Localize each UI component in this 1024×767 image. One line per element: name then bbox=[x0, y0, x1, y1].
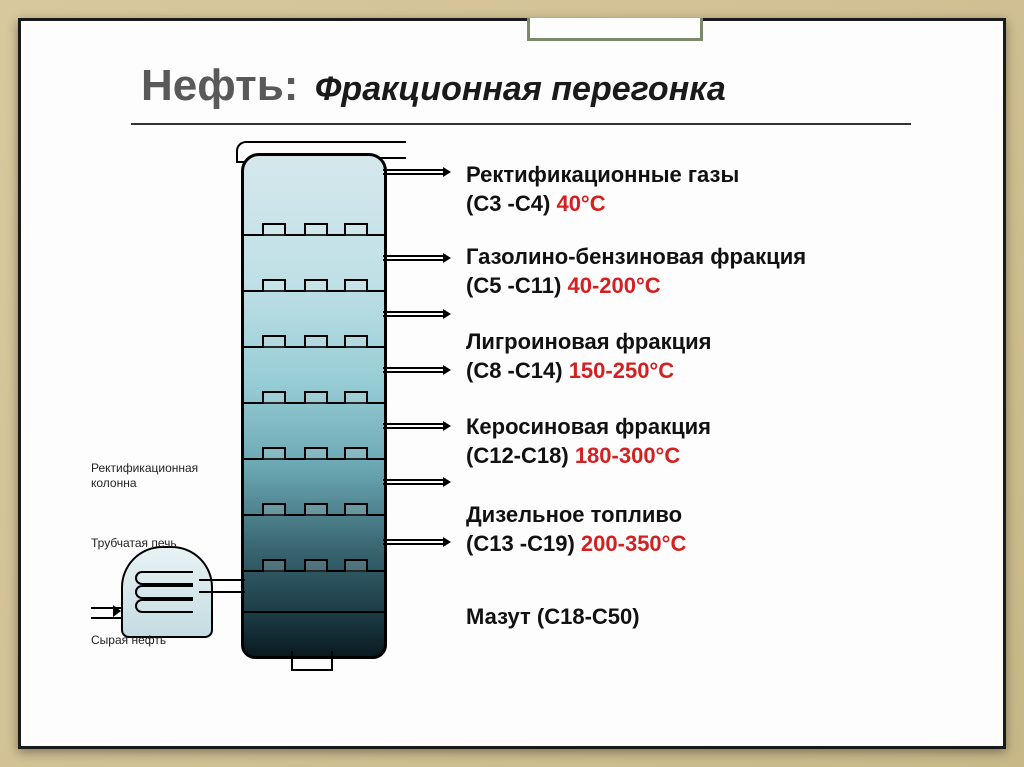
fraction-entry: Лигроиновая фракция(C8 -C14) 150-250°C bbox=[466, 328, 712, 385]
fraction-entry: Газолино-бензиновая фракция(C5 -C11) 40-… bbox=[466, 243, 806, 300]
bubble-cap bbox=[262, 559, 286, 572]
bubble-cap bbox=[344, 335, 368, 348]
outlet-arrow-icon bbox=[443, 167, 451, 177]
bubble-cap bbox=[262, 223, 286, 236]
bubble-cap bbox=[304, 279, 328, 292]
column-tray bbox=[244, 611, 384, 613]
bubble-cap bbox=[344, 279, 368, 292]
outlet-arrow-icon bbox=[443, 537, 451, 547]
fraction-carbon-range: (C13 -C19) bbox=[466, 531, 581, 556]
title-row: Нефть: Фракционная перегонка bbox=[141, 61, 726, 111]
fraction-carbon-range: (C12-C18) bbox=[466, 443, 575, 468]
outlet-arrow-icon bbox=[443, 253, 451, 263]
fraction-entry: Мазут (C18-C50) bbox=[466, 603, 640, 632]
side-outlet-pipe bbox=[383, 259, 443, 261]
bubble-cap bbox=[262, 391, 286, 404]
side-outlet-pipe bbox=[383, 483, 443, 485]
fraction-entry: Дизельное топливо(C13 -C19) 200-350°C bbox=[466, 501, 686, 558]
bubble-cap bbox=[344, 447, 368, 460]
bubble-cap bbox=[344, 559, 368, 572]
bubble-cap bbox=[344, 223, 368, 236]
fraction-temperature: 40-200°C bbox=[567, 273, 660, 298]
bubble-cap bbox=[304, 559, 328, 572]
slide-inner: Нефть: Фракционная перегонка Ректификаци… bbox=[18, 18, 1006, 749]
bubble-cap bbox=[344, 391, 368, 404]
fraction-carbon-range: (C5 -C11) bbox=[466, 273, 567, 298]
fraction-entry: Керосиновая фракция(C12-C18) 180-300°C bbox=[466, 413, 711, 470]
bubble-cap bbox=[304, 391, 328, 404]
bubble-cap bbox=[304, 503, 328, 516]
top-tab-decoration bbox=[527, 18, 703, 41]
outlet-arrow-icon bbox=[443, 477, 451, 487]
rectification-column bbox=[241, 153, 387, 659]
side-outlet-pipe bbox=[383, 315, 443, 317]
label-crude: Сырая нефть bbox=[91, 633, 166, 648]
outlet-arrow-icon bbox=[443, 309, 451, 319]
fraction-name: Ректификационные газы bbox=[466, 161, 739, 190]
fraction-name: Газолино-бензиновая фракция bbox=[466, 243, 806, 272]
fraction-carbon-range: (C3 -C4) bbox=[466, 191, 556, 216]
title-subtitle: Фракционная перегонка bbox=[315, 70, 726, 108]
bubble-cap bbox=[262, 503, 286, 516]
bubble-cap bbox=[262, 335, 286, 348]
fraction-name: Керосиновая фракция bbox=[466, 413, 711, 442]
bubble-cap bbox=[262, 279, 286, 292]
side-outlet-pipe bbox=[383, 371, 443, 373]
title-underline bbox=[131, 123, 911, 125]
fraction-entry: Ректификационные газы(C3 -C4) 40°C bbox=[466, 161, 739, 218]
outlet-arrow-icon bbox=[443, 421, 451, 431]
fraction-temperature: 40°C bbox=[556, 191, 605, 216]
side-outlet-pipe bbox=[383, 173, 443, 175]
bubble-cap bbox=[262, 447, 286, 460]
distillation-diagram: Ректификационная колонна Трубчатая печь … bbox=[91, 141, 431, 711]
fraction-carbon-range: (C18-C50) bbox=[537, 604, 640, 629]
bubble-cap bbox=[304, 335, 328, 348]
bubble-cap bbox=[304, 447, 328, 460]
slide-frame: Нефть: Фракционная перегонка Ректификаци… bbox=[0, 0, 1024, 767]
side-outlet-pipe bbox=[383, 427, 443, 429]
label-column: Ректификационная колонна bbox=[91, 461, 211, 491]
bottom-outlet bbox=[291, 651, 333, 671]
outlet-arrow-icon bbox=[443, 365, 451, 375]
side-outlet-pipe bbox=[383, 543, 443, 545]
bubble-cap bbox=[344, 503, 368, 516]
label-furnace: Трубчатая печь bbox=[91, 536, 177, 551]
fraction-temperature: 200-350°C bbox=[581, 531, 686, 556]
fraction-temperature: 180-300°C bbox=[575, 443, 680, 468]
fraction-carbon-range: (C8 -C14) bbox=[466, 358, 569, 383]
fraction-name: Лигроиновая фракция bbox=[466, 328, 712, 357]
title-main: Нефть: bbox=[141, 61, 298, 110]
bubble-cap bbox=[304, 223, 328, 236]
fraction-name: Мазут (C18-C50) bbox=[466, 603, 640, 632]
fraction-temperature: 150-250°C bbox=[569, 358, 674, 383]
fraction-name: Дизельное топливо bbox=[466, 501, 686, 530]
furnace-coil bbox=[135, 571, 195, 621]
feed-pipe bbox=[199, 579, 245, 593]
crude-inlet-arrow-icon bbox=[113, 605, 121, 617]
